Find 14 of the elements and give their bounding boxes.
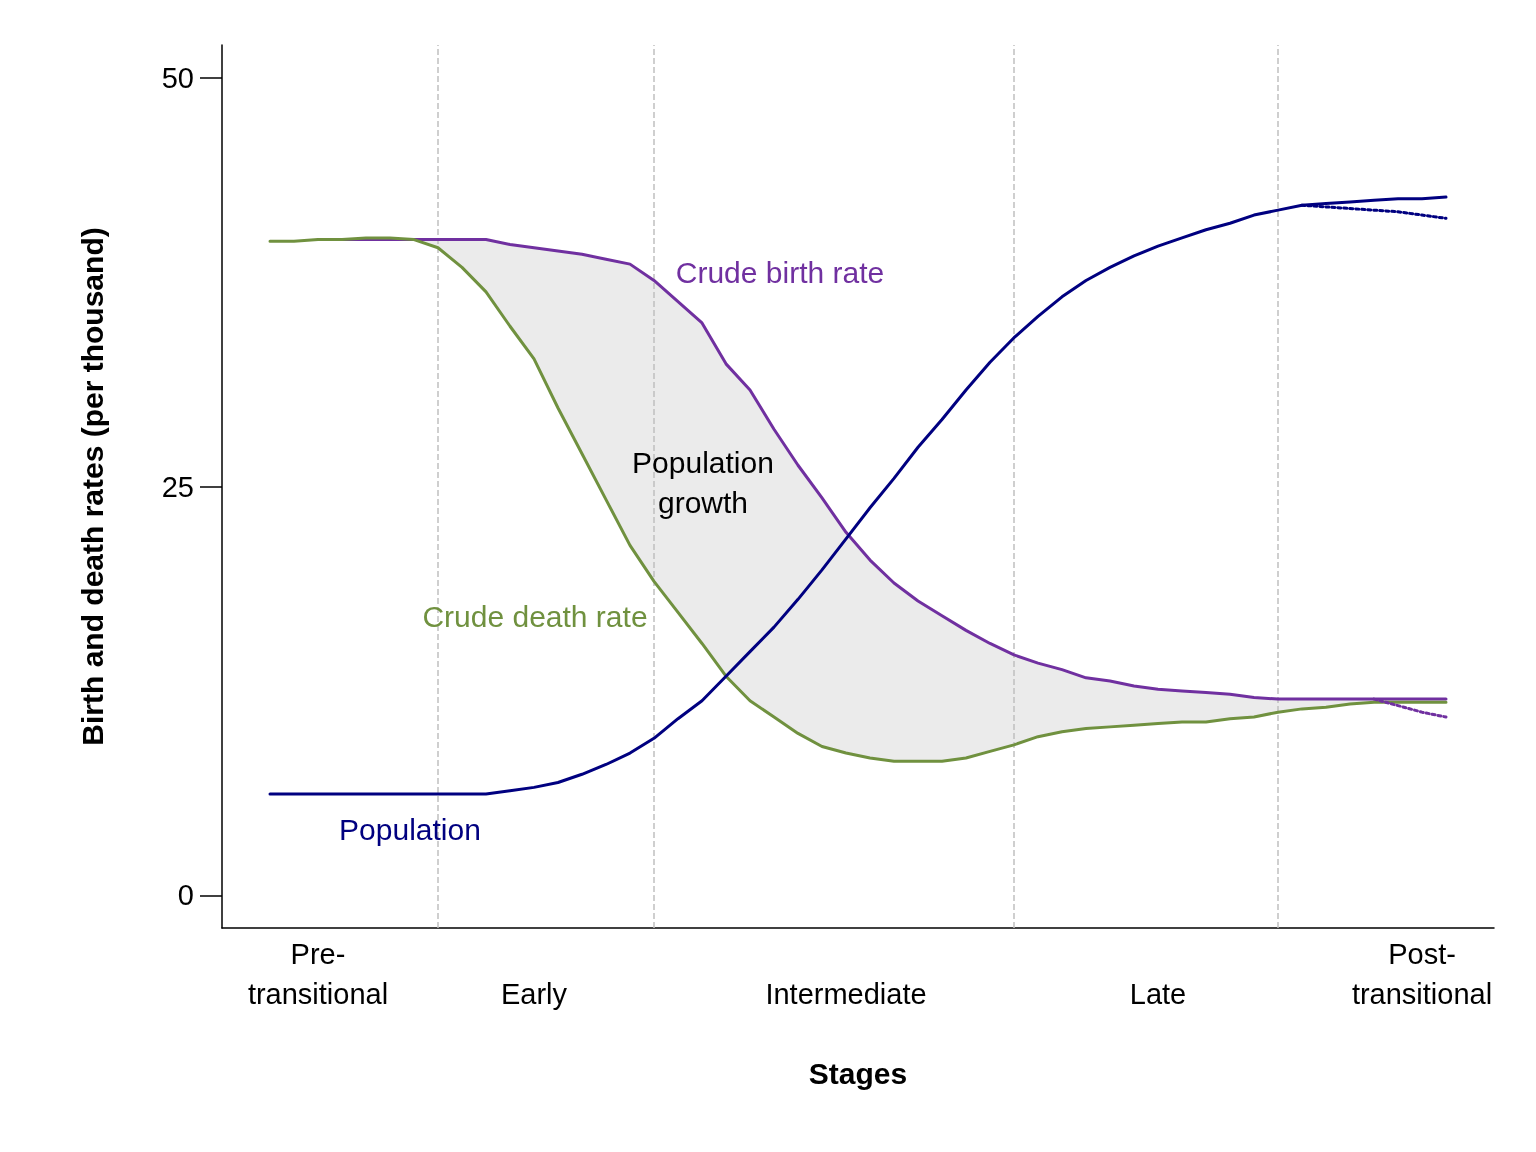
x-tick-label: Intermediate bbox=[765, 978, 927, 1010]
annotation: Population growth bbox=[632, 445, 774, 519]
x-tick-label: Late bbox=[1129, 978, 1187, 1010]
y-tick-label: 25 bbox=[161, 470, 194, 503]
series-label: Crude death rate bbox=[422, 599, 648, 633]
series-label: Crude birth rate bbox=[675, 256, 885, 290]
y-tick-label: 50 bbox=[161, 61, 194, 94]
y-tick-label: 0 bbox=[177, 879, 194, 912]
x-tick-label: Pre- transitional bbox=[247, 938, 389, 1010]
x-tick-label: Post- transitional bbox=[1351, 938, 1493, 1010]
y-axis-title: Birth and death rates (per thousand) bbox=[75, 227, 109, 746]
x-axis-title: Stages bbox=[808, 1056, 908, 1090]
series-label: Population bbox=[339, 813, 481, 847]
x-tick-label: Early bbox=[500, 978, 568, 1010]
